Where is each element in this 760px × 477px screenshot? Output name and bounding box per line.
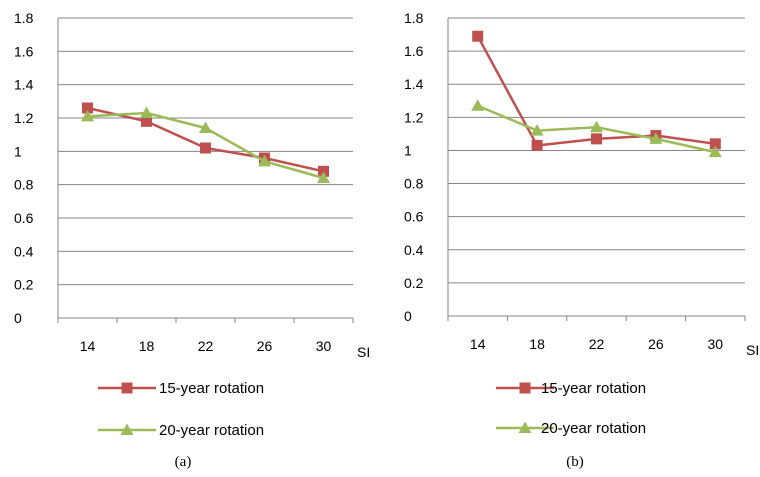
- y-tick-label: 1: [404, 142, 412, 158]
- data-point: [318, 165, 329, 177]
- data-point: [531, 139, 543, 151]
- y-tick-label: 0.4: [404, 242, 424, 258]
- data-point: [141, 115, 152, 127]
- data-point: [530, 124, 544, 136]
- series-15-year: [472, 30, 721, 151]
- x-tick-label: 30: [316, 338, 332, 354]
- y-tick-label: 1.6: [14, 43, 34, 59]
- legend-entry: 20-year rotation: [496, 420, 646, 437]
- y-tick-label: 0.8: [14, 177, 34, 193]
- data-point: [200, 142, 211, 154]
- y-tick-label: 1.4: [14, 77, 34, 93]
- data-point: [317, 171, 330, 183]
- legend-label: 15-year rotation: [159, 380, 264, 397]
- legend-label: 15-year rotation: [541, 380, 646, 397]
- y-tick-label: 1.2: [404, 109, 424, 125]
- x-tick-label: 18: [529, 336, 545, 352]
- y-tick-label: 0.8: [404, 176, 424, 192]
- y-tick-label: 0: [404, 308, 412, 324]
- data-point: [708, 145, 722, 158]
- y-tick-label: 1.4: [404, 76, 424, 92]
- data-point: [649, 132, 663, 144]
- y-tick-label: 1.8: [404, 10, 424, 26]
- y-tick-label: 1.6: [404, 43, 424, 59]
- data-point: [471, 99, 485, 111]
- x-tick-label: 18: [139, 338, 155, 354]
- x-tick-label: 22: [198, 338, 214, 354]
- data-point: [590, 120, 603, 133]
- y-tick-label: 0: [14, 310, 22, 326]
- x-tick-label: 22: [589, 336, 605, 352]
- y-tick-label: 0.6: [404, 209, 424, 225]
- legend-marker: [121, 382, 133, 394]
- chart-a: 0 0.2 0.4 0.6 0.8 1 1.2 1.4 1.6 1.8 14 18 22 26 30 SI 15…: [14, 10, 370, 470]
- legend-label: 20-year rotation: [541, 420, 646, 437]
- data-point: [472, 30, 484, 42]
- legend-marker: [120, 423, 134, 435]
- legend-entry: 20-year rotation: [98, 422, 264, 439]
- chart-caption: (a): [175, 454, 192, 470]
- x-axis-label: SI: [746, 342, 759, 358]
- series-20-year: [471, 99, 722, 158]
- y-tick-label: 1: [14, 143, 22, 159]
- legend-entry: 15-year rotation: [496, 380, 646, 397]
- x-tick-label: 14: [470, 336, 486, 352]
- x-tick-label: 26: [648, 336, 664, 352]
- legend-entry: 15-year rotation: [98, 380, 264, 397]
- x-axis-label: SI: [357, 344, 370, 360]
- y-tick-label: 0.2: [14, 277, 34, 293]
- chart-b: 0 0.2 0.4 0.6 0.8 1 1.2 1.4 1.6 1.8 14 18 22 26 30 SI 15…: [404, 10, 759, 470]
- data-point: [81, 109, 94, 122]
- legend-marker: [518, 421, 532, 433]
- y-tick-label: 1.8: [14, 10, 34, 26]
- data-point: [82, 102, 93, 114]
- x-tick-label: 14: [80, 338, 96, 354]
- x-tick-label: 30: [708, 336, 724, 352]
- legend-label: 20-year rotation: [159, 422, 264, 439]
- y-tick-label: 0.6: [14, 210, 34, 226]
- data-point: [140, 106, 153, 118]
- data-point: [591, 133, 602, 145]
- data-point: [199, 121, 212, 133]
- x-tick-label: 26: [257, 338, 273, 354]
- data-point: [258, 154, 271, 167]
- chart-caption: (b): [566, 454, 584, 470]
- y-tick-label: 1.2: [14, 110, 34, 126]
- y-tick-label: 0.2: [404, 275, 424, 291]
- y-tick-label: 0.4: [14, 243, 34, 259]
- legend-marker: [519, 382, 531, 394]
- data-point: [709, 138, 721, 150]
- series-20-year: [81, 106, 330, 183]
